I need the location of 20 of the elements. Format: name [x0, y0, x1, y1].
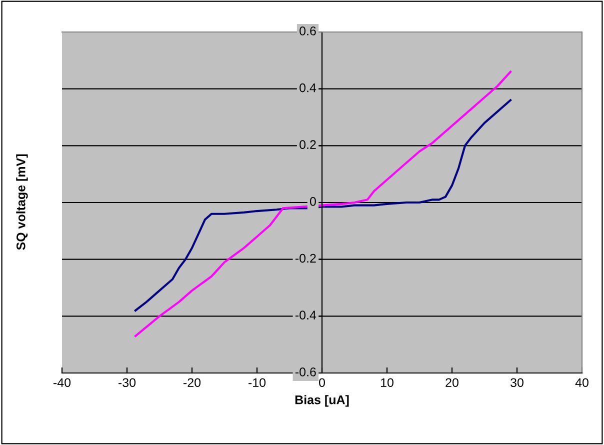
x-tick-label: 0 — [319, 378, 325, 388]
y-tick-label: -0.6 — [295, 368, 316, 376]
x-tick-label: -30 — [118, 378, 136, 388]
x-tick-label: 10 — [381, 378, 394, 388]
x-tick-label: 30 — [510, 378, 524, 388]
x-tick-label: -40 — [54, 378, 71, 388]
y-tick-label: 0.6 — [300, 26, 316, 36]
y-tick-label: 0.4 — [300, 83, 316, 92]
x-tick-label: -10 — [248, 378, 266, 388]
y-axis-title: SQ voltage [mV] — [16, 154, 28, 250]
y-tick-label: 0.2 — [300, 140, 316, 150]
y-tick-label: 0 — [310, 197, 316, 206]
x-tick-label: 20 — [446, 378, 458, 388]
y-tick-label: -0.2 — [295, 254, 316, 263]
x-axis-title: Bias [uA] — [295, 395, 349, 407]
x-tick-label: -20 — [184, 378, 201, 388]
x-tick-label: 40 — [575, 378, 588, 388]
line-series — [134, 70, 512, 338]
line-series — [134, 99, 512, 312]
y-tick-label: -0.4 — [295, 310, 316, 320]
